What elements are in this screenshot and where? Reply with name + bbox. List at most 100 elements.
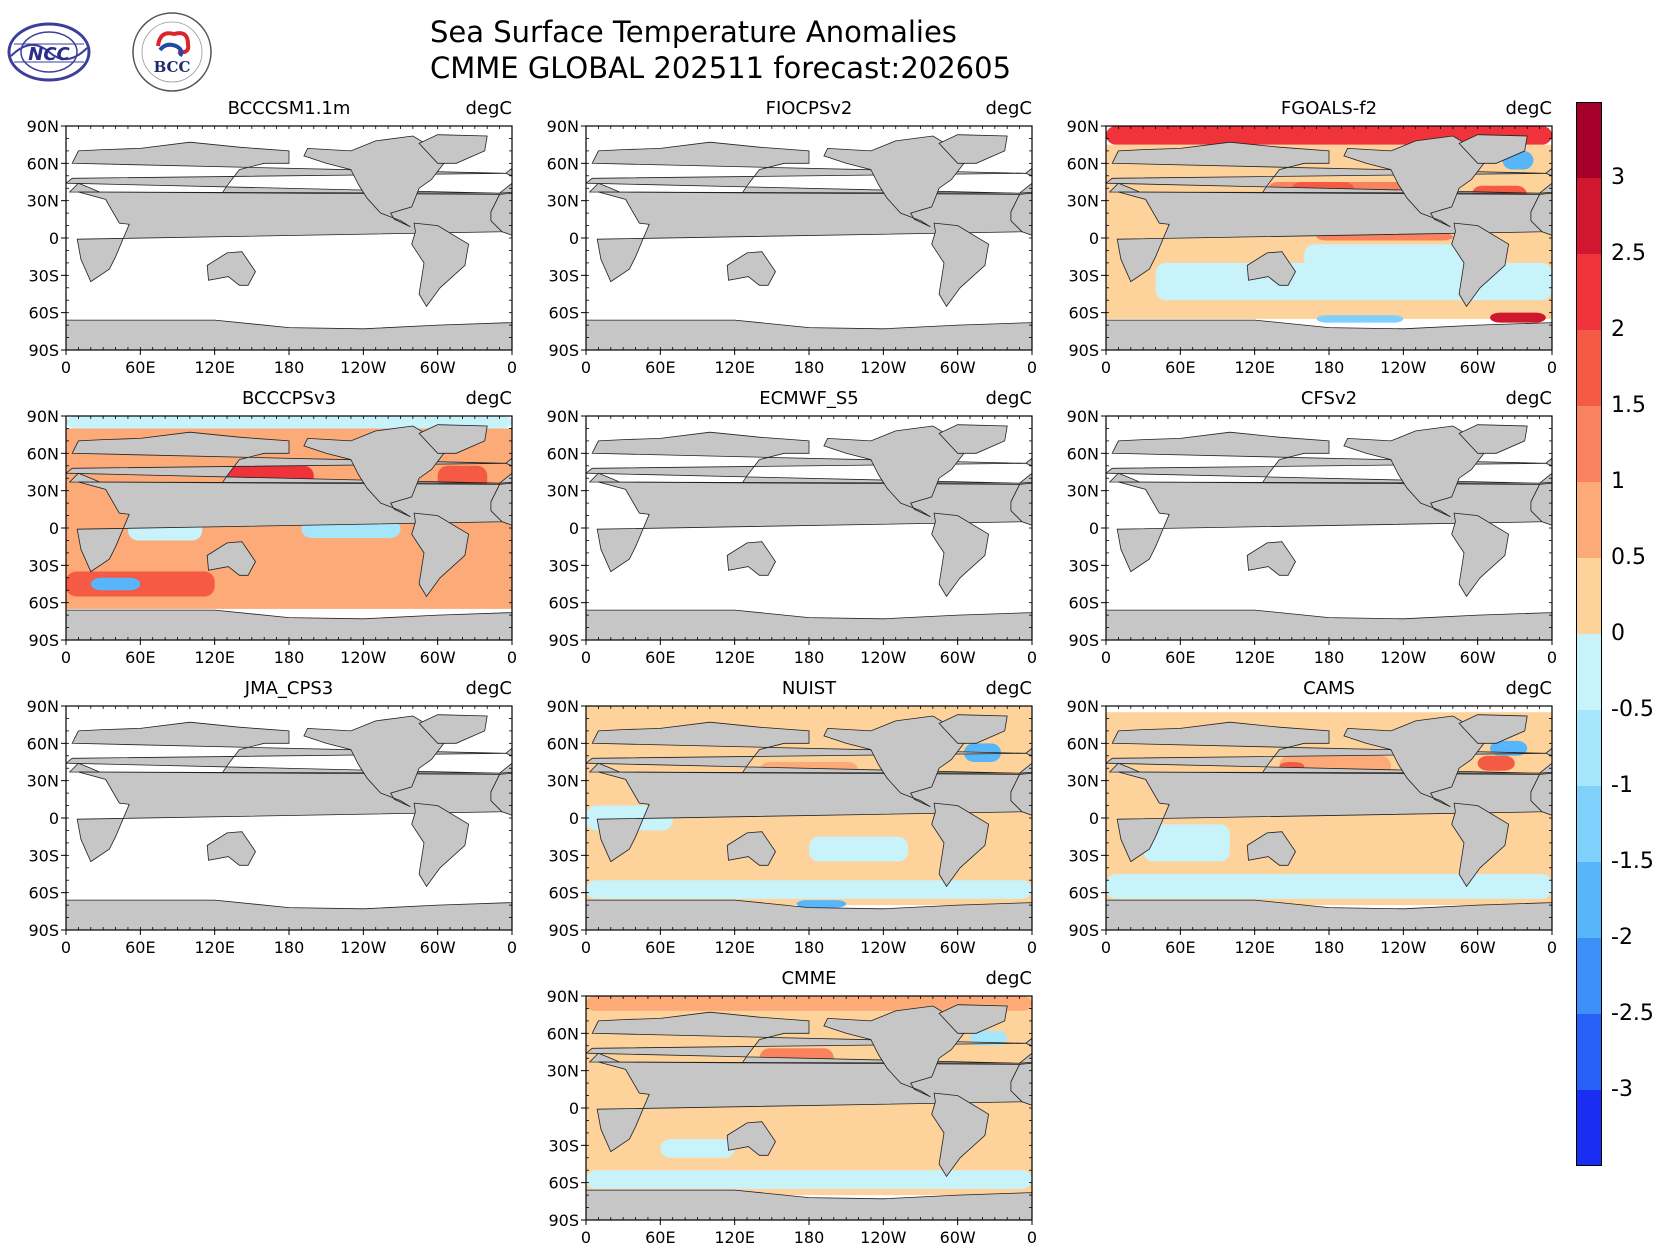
continent-south-america: [931, 512, 990, 598]
map-panel: NUIST degC 90N 60N 30N 0 30S 60S 90S 0 60E 120E 180 1…: [520, 678, 1040, 960]
continent-africa: [1530, 192, 1552, 236]
continent-africa: [490, 772, 512, 816]
colorbar-tick-label: 0: [1611, 621, 1625, 646]
lat-tick-label: 90S: [548, 921, 579, 940]
lon-tick-label: 60E: [125, 938, 155, 957]
continent-africa: [1010, 192, 1032, 236]
lon-tick-label: 60W: [420, 938, 456, 957]
continent-antarctica: [1031, 899, 1032, 930]
panel-unit-label: degC: [1505, 678, 1553, 699]
lon-tick-label: 120W: [340, 358, 387, 377]
lon-tick-label: 180: [794, 1228, 825, 1247]
lon-tick-label: 0: [1027, 358, 1037, 377]
map-panel: CAMS degC 90N 60N 30N 0 30S 60S 90S 0 60E 120E 180 12…: [1040, 678, 1560, 960]
lat-tick-label: 60N: [27, 154, 59, 173]
lat-tick-label: 90N: [27, 117, 59, 136]
lon-tick-label: 0: [1027, 648, 1037, 667]
lat-tick-label: 60N: [1067, 734, 1099, 753]
panel-unit-label: degC: [1505, 98, 1553, 119]
lat-tick-label: 30N: [1067, 192, 1099, 211]
panel-model-name: JMA_CPS3: [244, 678, 334, 699]
lat-tick-label: 30S: [548, 1136, 579, 1155]
lat-tick-label: 90N: [1067, 117, 1099, 136]
lon-tick-label: 60W: [940, 648, 976, 667]
anomaly-region: [66, 416, 512, 429]
lon-tick-label: 180: [1314, 358, 1345, 377]
continent-antarctica: [66, 609, 512, 640]
ncc-logo: NCC: [7, 22, 91, 82]
continent-south-america: [931, 1092, 990, 1178]
continent-north-america: [823, 425, 965, 518]
lat-tick-label: 90S: [28, 631, 59, 650]
continent-eurasia: [1018, 457, 1032, 484]
anomaly-region: [1477, 755, 1515, 771]
colorbar-band: [1576, 1090, 1602, 1166]
anomaly-region: [660, 1139, 735, 1158]
continent-north-america: [823, 715, 965, 808]
continent-antarctica: [511, 609, 512, 640]
anomaly-region: [1143, 824, 1230, 862]
anomaly-region: [1304, 244, 1466, 276]
continent-antarctica: [1551, 899, 1552, 930]
continent-greenland: [938, 714, 1008, 744]
continent-south-america: [411, 222, 470, 308]
lon-tick-label: 120W: [860, 648, 907, 667]
lon-tick-label: 0: [61, 358, 71, 377]
colorbar-band: [1576, 178, 1602, 255]
lat-tick-label: 60S: [28, 884, 59, 903]
continent-antarctica: [511, 899, 512, 930]
continent-australia: [726, 831, 776, 866]
continent-greenland: [938, 1004, 1008, 1034]
panel-model-name: BCCCSM1.1m: [227, 98, 351, 119]
lat-tick-label: 60N: [27, 734, 59, 753]
lat-tick-label: 0: [1089, 229, 1099, 248]
lat-tick-label: 30N: [27, 192, 59, 211]
panel-unit-label: degC: [465, 388, 513, 409]
continent-australia: [1246, 251, 1296, 286]
continent-eurasia: [498, 457, 512, 484]
continent-australia: [1246, 541, 1296, 576]
lon-tick-label: 120E: [194, 358, 235, 377]
lat-tick-label: 60S: [548, 594, 579, 613]
continent-australia: [726, 541, 776, 576]
lon-tick-label: 0: [1027, 938, 1037, 957]
lon-tick-label: 0: [581, 1228, 591, 1247]
continent-greenland: [938, 134, 1008, 164]
lon-tick-label: 0: [1547, 358, 1557, 377]
anomaly-region: [586, 996, 1032, 1011]
lon-tick-label: 120E: [714, 358, 755, 377]
lat-tick-label: 0: [569, 519, 579, 538]
lat-tick-label: 30S: [548, 846, 579, 865]
lon-tick-label: 180: [274, 358, 305, 377]
lon-tick-label: 120E: [714, 938, 755, 957]
panel-unit-label: degC: [1505, 388, 1553, 409]
panel-unit-label: degC: [985, 98, 1033, 119]
lat-tick-label: 90S: [1068, 631, 1099, 650]
lon-tick-label: 120E: [194, 648, 235, 667]
lat-tick-label: 60S: [1068, 304, 1099, 323]
lat-tick-label: 30N: [547, 772, 579, 791]
lon-tick-label: 60E: [1165, 648, 1195, 667]
lon-tick-label: 60E: [1165, 938, 1195, 957]
colorbar-frame: [1576, 102, 1602, 1166]
lon-tick-label: 120E: [1234, 358, 1275, 377]
panel-model-name: ECMWF_S5: [759, 388, 859, 409]
lat-tick-label: 30S: [28, 266, 59, 285]
lon-tick-label: 60E: [125, 648, 155, 667]
colorbar-tick-label: -0.5: [1611, 697, 1654, 722]
lat-tick-label: 0: [49, 519, 59, 538]
lat-tick-label: 90S: [548, 1211, 579, 1230]
colorbar-tick-label: 2.5: [1611, 241, 1646, 266]
continent-greenland: [938, 424, 1008, 454]
colorbar-band: [1576, 862, 1602, 939]
lon-tick-label: 0: [581, 358, 591, 377]
lat-tick-label: 90S: [548, 631, 579, 650]
colorbar-band: [1576, 254, 1602, 331]
continent-eurasia: [1018, 167, 1032, 194]
lon-tick-label: 0: [61, 648, 71, 667]
map-panel: JMA_CPS3 degC 90N 60N 30N 0 30S 60S 90S 0 60E 120E 1…: [0, 678, 520, 960]
panel-model-name: FIOCPSv2: [765, 98, 853, 119]
